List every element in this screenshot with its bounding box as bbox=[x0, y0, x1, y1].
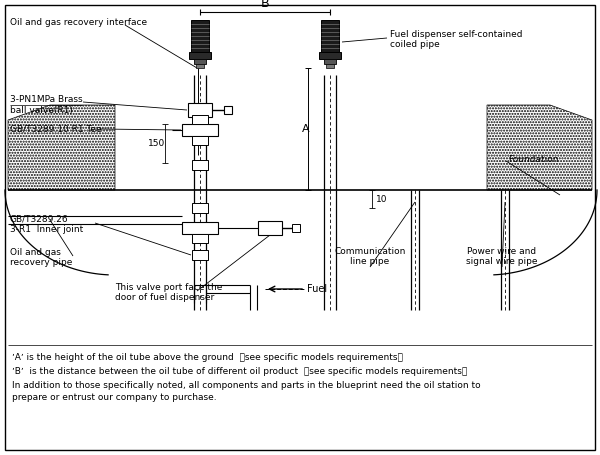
Text: A: A bbox=[302, 124, 310, 134]
Text: coiled pipe: coiled pipe bbox=[390, 40, 440, 49]
Bar bbox=[321, 20, 339, 52]
Bar bbox=[192, 160, 208, 170]
Text: Foundation: Foundation bbox=[508, 155, 559, 164]
Text: door of fuel dispenser: door of fuel dispenser bbox=[115, 293, 214, 302]
Text: 10: 10 bbox=[376, 194, 388, 203]
Text: recovery pipe: recovery pipe bbox=[10, 258, 73, 267]
Bar bbox=[192, 136, 208, 145]
Text: Oil and gas recovery interface: Oil and gas recovery interface bbox=[10, 18, 147, 27]
Bar bbox=[324, 59, 336, 64]
Bar bbox=[224, 106, 232, 114]
Text: 150: 150 bbox=[148, 138, 165, 147]
Bar bbox=[192, 115, 208, 124]
Text: Oil and gas: Oil and gas bbox=[10, 248, 61, 257]
Text: Fuel dispenser self-contained: Fuel dispenser self-contained bbox=[390, 30, 523, 39]
Text: B: B bbox=[260, 0, 269, 10]
Bar bbox=[292, 224, 300, 232]
Text: signal wire pipe: signal wire pipe bbox=[466, 257, 538, 266]
Bar bbox=[192, 234, 208, 243]
Bar bbox=[188, 103, 212, 117]
Bar bbox=[182, 222, 218, 234]
Bar bbox=[192, 250, 208, 260]
Text: line pipe: line pipe bbox=[350, 257, 389, 266]
Text: Fuel: Fuel bbox=[307, 284, 327, 294]
Text: 3-R1  Inner joint: 3-R1 Inner joint bbox=[10, 225, 83, 234]
Text: This valve port face the: This valve port face the bbox=[115, 283, 223, 292]
Bar bbox=[182, 124, 218, 136]
Text: ʼAʼ is the height of the oil tube above the ground  （see specific models require: ʼAʼ is the height of the oil tube above … bbox=[12, 353, 403, 362]
Bar bbox=[189, 52, 211, 59]
Bar bbox=[191, 20, 209, 52]
Text: 3-PN1MPa Brass: 3-PN1MPa Brass bbox=[10, 95, 83, 104]
Bar bbox=[192, 117, 208, 125]
Text: GB/T3289.10 R1 Tee: GB/T3289.10 R1 Tee bbox=[10, 125, 101, 134]
Text: Communication: Communication bbox=[334, 247, 406, 256]
Bar bbox=[319, 52, 341, 59]
Text: GB/T3289.26: GB/T3289.26 bbox=[10, 215, 68, 224]
Polygon shape bbox=[487, 105, 592, 190]
Text: prepare or entrust our company to purchase.: prepare or entrust our company to purcha… bbox=[12, 393, 217, 402]
Bar bbox=[326, 64, 334, 68]
Text: In addition to those specifically noted, all components and parts in the bluepri: In addition to those specifically noted,… bbox=[12, 381, 481, 390]
Text: ball valve(R1): ball valve(R1) bbox=[10, 106, 73, 115]
Polygon shape bbox=[8, 105, 115, 190]
Bar bbox=[196, 64, 204, 68]
Bar bbox=[192, 203, 208, 213]
Bar bbox=[258, 221, 282, 235]
Text: Power wire and: Power wire and bbox=[467, 247, 536, 256]
Text: ʼBʼ  is the distance between the oil tube of different oil product  （see specifi: ʼBʼ is the distance between the oil tube… bbox=[12, 367, 467, 376]
Bar bbox=[194, 59, 206, 64]
